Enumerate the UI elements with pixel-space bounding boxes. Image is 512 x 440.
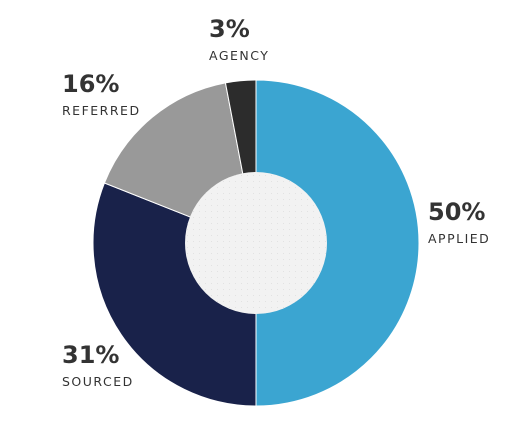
slice-percent-sourced: 31% <box>62 341 119 369</box>
donut-hole-texture <box>185 172 327 314</box>
slice-category-referred: REFERRED <box>62 103 141 118</box>
slice-label-agency: 3% AGENCY <box>209 15 269 63</box>
slice-label-sourced: 31% SOURCED <box>62 341 134 389</box>
slice-applied <box>255 79 420 407</box>
slice-category-applied: APPLIED <box>428 231 490 246</box>
slice-label-referred: 16% REFERRED <box>62 70 141 118</box>
slice-label-applied: 50% APPLIED <box>428 198 490 246</box>
slice-percent-agency: 3% <box>209 15 250 43</box>
slice-category-agency: AGENCY <box>209 48 269 63</box>
slice-percent-referred: 16% <box>62 70 119 98</box>
slice-percent-applied: 50% <box>428 198 485 226</box>
slice-category-sourced: SOURCED <box>62 374 134 389</box>
